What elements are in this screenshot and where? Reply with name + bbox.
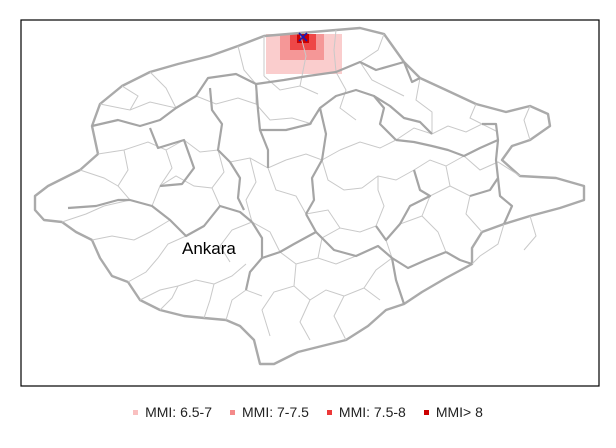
legend-item: MMI: 7-7.5: [230, 404, 309, 420]
epicenter-x-marker: [298, 32, 308, 42]
mmi-legend: MMI: 6.5-7 MMI: 7-7.5 MMI: 7.5-8 MMI> 8: [0, 400, 616, 424]
legend-swatch-icon: [326, 409, 332, 415]
legend-item: MMI: 6.5-7: [133, 404, 212, 420]
mmi-over-8-cells: [297, 34, 309, 43]
legend-label: MMI: 7.5-8: [338, 404, 406, 420]
legend-swatch-icon: [230, 409, 235, 415]
legend-label: MMI> 8: [435, 404, 483, 420]
city-label-ankara: Ankara: [182, 239, 236, 258]
legend-item: MMI: 7.5-8: [326, 404, 406, 420]
legend-label: MMI: 7-7.5: [242, 404, 309, 420]
legend-item: MMI> 8: [423, 404, 483, 420]
legend-swatch-icon: [133, 409, 139, 415]
legend-label: MMI: 6.5-7: [145, 404, 212, 420]
legend-swatch-icon: [423, 409, 429, 415]
study-area-outline: [33, 26, 586, 366]
province-borders: [67, 60, 514, 305]
